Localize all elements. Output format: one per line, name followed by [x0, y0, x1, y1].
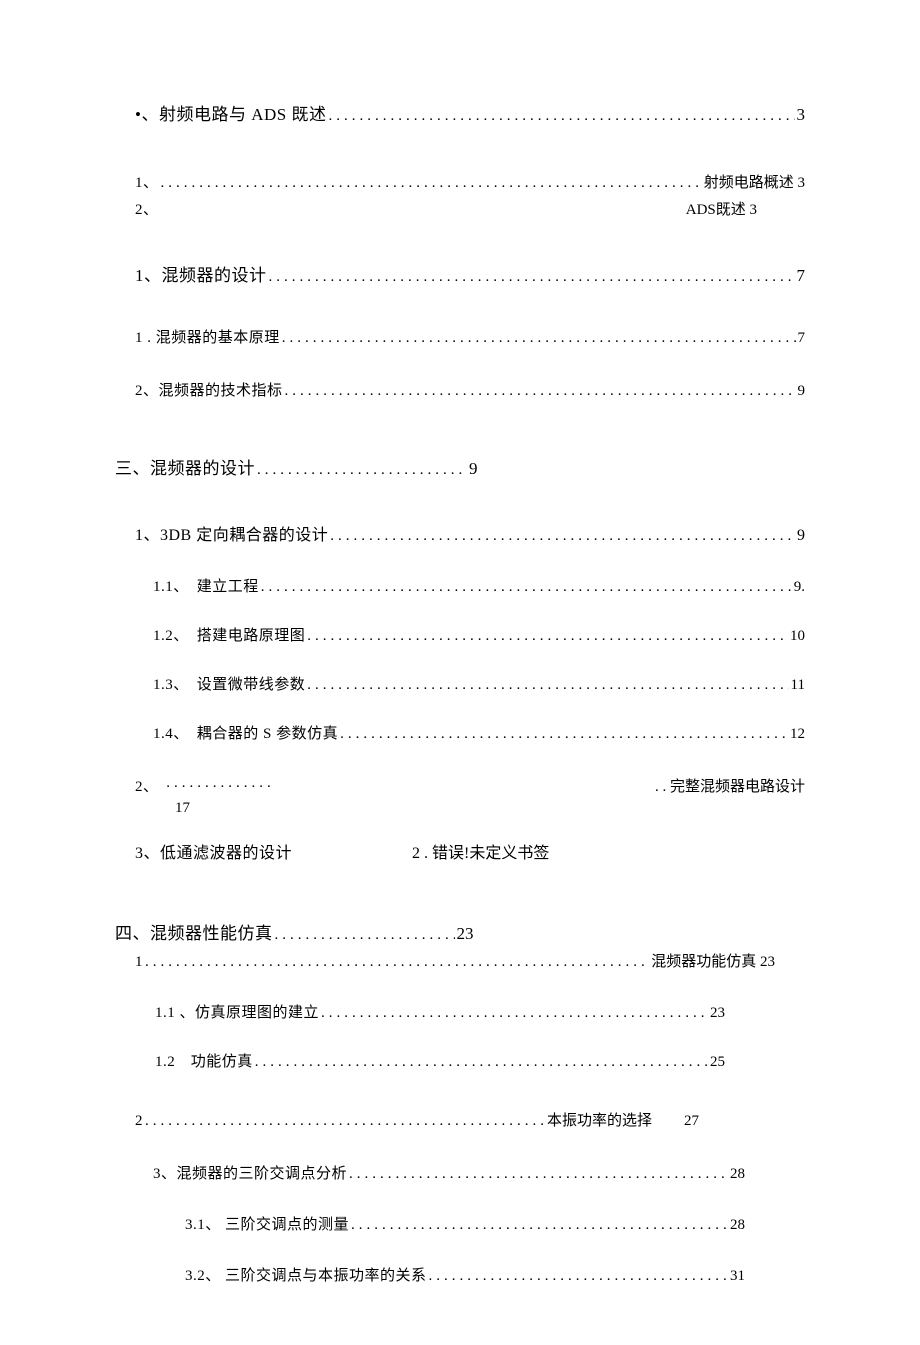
toc-item-s3-3: 3、低通滤波器的设计 2 . 错误!未定义书签 [135, 839, 805, 863]
dot-leader [145, 1113, 545, 1130]
toc-item-num: 2、 [135, 198, 159, 219]
toc-item-page: 9 [798, 383, 806, 400]
toc-item-title: 1.2、 搭建电路原理图 [153, 624, 305, 645]
toc-item-page: 28 [730, 1217, 745, 1234]
toc-item-title: 1 . 混频器的基本原理 [135, 326, 280, 347]
toc-item-page: 9. [794, 579, 805, 596]
toc-item-s4-3: 3、混频器的三阶交调点分析 28 [153, 1162, 805, 1183]
toc-item-error: 2 . 错误!未定义书签 [412, 839, 549, 863]
toc-item-title: 1.1 、仿真原理图的建立 [155, 1001, 319, 1022]
toc-item-page: 10 [790, 628, 805, 645]
toc-section-2a: 1、混频器的设计 7 [135, 261, 805, 286]
toc-section-4-page: 23 [457, 924, 474, 944]
toc-item-page: 27 [684, 1113, 699, 1130]
toc-item-title: 3、混频器的三阶交调点分析 [153, 1162, 347, 1183]
dot-leader [321, 1005, 708, 1022]
dot-leader [285, 383, 796, 400]
dot-leader [351, 1217, 728, 1234]
toc-item-s4-2: 2 本振功率的选择 27 [135, 1109, 805, 1130]
toc-item-s3-2-page: 17 [175, 800, 805, 817]
dot-leader [275, 924, 455, 944]
toc-item-num: 1、 [135, 171, 159, 192]
toc-page: •、射频电路与 ADS 既述 3 1、 射频电路概述 3 2、 ADS既述 3 … [0, 0, 920, 1345]
dot-leader [328, 105, 794, 125]
toc-item-page: 23 [710, 1005, 725, 1022]
toc-item-s3-1-3: 1.3、 设置微带线参数 11 [153, 673, 805, 694]
dot-leader [330, 527, 795, 545]
toc-item-s3-1: 1、3DB 定向耦合器的设计 9 [135, 521, 805, 545]
dot-leader [307, 677, 788, 694]
dot-leader [269, 266, 795, 286]
toc-item-page: 7 [798, 330, 806, 347]
toc-item-s1-2: 2、 ADS既述 3 [135, 198, 805, 219]
toc-item-s1-1: 1、 射频电路概述 3 [135, 171, 805, 192]
toc-item-suffix: ADS既述 3 [159, 198, 805, 219]
toc-item-title: 3.2、 三阶交调点与本振功率的关系 [185, 1264, 427, 1285]
toc-item-title: 3.1、 三阶交调点的测量 [185, 1213, 349, 1234]
toc-item-s2-2: 2、混频器的技术指标 9 [135, 379, 805, 400]
toc-item-title: 1、3DB 定向耦合器的设计 [135, 521, 328, 545]
toc-item-suffix: 本振功率的选择 [547, 1109, 652, 1130]
toc-item-suffix: 射频电路概述 3 [704, 171, 805, 192]
toc-section-3: 三、混频器的设计 9 [115, 454, 805, 479]
toc-item-title: 3、低通滤波器的设计 [135, 839, 292, 863]
toc-item-s4-1: 1 混频器功能仿真 23 [135, 950, 805, 971]
toc-item-suffix: . . 完整混频器电路设计 [275, 775, 805, 796]
toc-item-s4-1-2: 1.2 功能仿真 25 [155, 1050, 805, 1071]
toc-item-s4-1-1: 1.1 、仿真原理图的建立 23 [155, 1001, 805, 1022]
dot-leader [349, 1166, 728, 1183]
toc-item-s3-2: 2、 .............. . . 完整混频器电路设计 [135, 775, 805, 796]
dot-leader [340, 726, 788, 743]
dot-leader-short: .............. [159, 775, 275, 796]
toc-item-title: 1.4、 耦合器的 S 参数仿真 [153, 722, 338, 743]
dot-leader [261, 579, 792, 596]
toc-item-page: 9 [797, 527, 805, 545]
toc-item-s3-1-4: 1.4、 耦合器的 S 参数仿真 12 [153, 722, 805, 743]
toc-section-1-page: 3 [797, 105, 806, 125]
toc-item-page: 11 [791, 677, 805, 694]
toc-item-title: 1.2 功能仿真 [155, 1050, 253, 1071]
dot-leader [282, 330, 796, 347]
toc-item-page: 12 [790, 726, 805, 743]
toc-item-s3-1-1: 1.1、 建立工程 9. [153, 575, 805, 596]
dot-leader [255, 1054, 708, 1071]
toc-item-page: 31 [730, 1268, 745, 1285]
dot-leader [429, 1268, 728, 1285]
toc-item-page: 25 [710, 1054, 725, 1071]
toc-section-3-title: 三、混频器的设计 [115, 454, 255, 479]
toc-item-title: 1.3、 设置微带线参数 [153, 673, 305, 694]
toc-item-s4-3-1: 3.1、 三阶交调点的测量 28 [185, 1213, 805, 1234]
toc-section-3-page: 9 [469, 459, 478, 479]
toc-section-4-title: 四、混频器性能仿真 [115, 919, 273, 944]
toc-item-num: 2、 [135, 775, 159, 796]
toc-item-suffix: 混频器功能仿真 23 [651, 950, 775, 971]
toc-item-s4-3-2: 3.2、 三阶交调点与本振功率的关系 31 [185, 1264, 805, 1285]
toc-item-page: 28 [730, 1166, 745, 1183]
toc-item-title: 2、混频器的技术指标 [135, 379, 283, 400]
dot-leader [257, 459, 467, 479]
toc-section-1: •、射频电路与 ADS 既述 3 [135, 100, 805, 125]
toc-section-2a-page: 7 [797, 266, 806, 286]
toc-section-4: 四、混频器性能仿真 23 [115, 919, 805, 944]
toc-item-s3-1-2: 1.2、 搭建电路原理图 10 [153, 624, 805, 645]
dot-leader [145, 954, 649, 971]
toc-section-2a-title: 1、混频器的设计 [135, 261, 267, 286]
toc-item-num: 1 [135, 954, 143, 971]
dot-leader [161, 175, 702, 192]
toc-section-1-title: •、射频电路与 ADS 既述 [135, 100, 326, 125]
toc-item-title: 1.1、 建立工程 [153, 575, 259, 596]
toc-item-s2-1: 1 . 混频器的基本原理 7 [135, 326, 805, 347]
dot-leader [307, 628, 788, 645]
toc-item-num: 2 [135, 1113, 143, 1130]
